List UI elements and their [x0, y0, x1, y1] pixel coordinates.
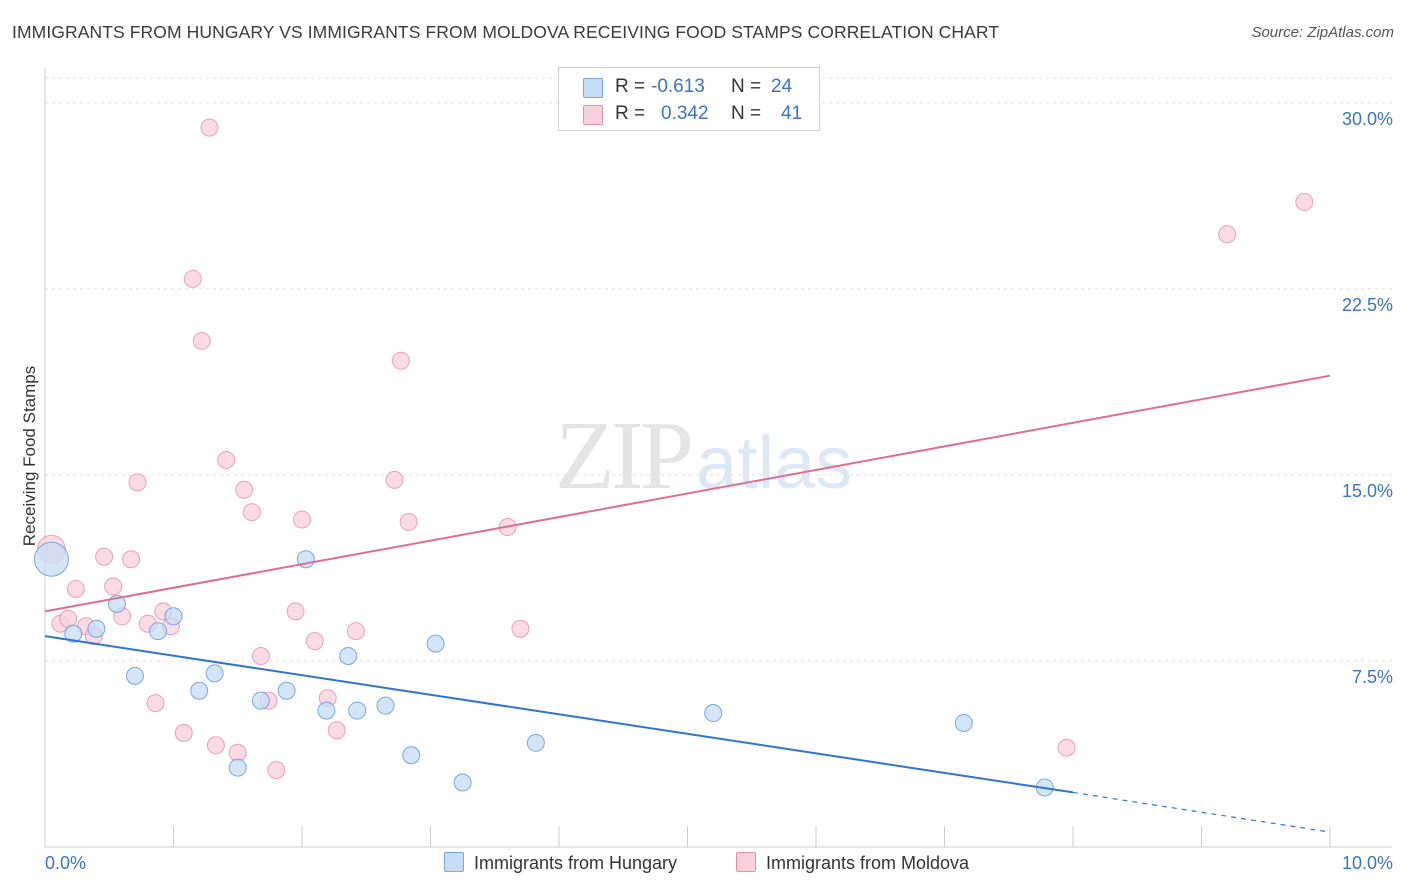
bottom-hungary-swatch	[444, 852, 464, 872]
moldova-point	[66, 580, 85, 599]
hungary-point	[33, 541, 69, 577]
moldova-n-label: N =	[731, 103, 762, 124]
moldova-point	[122, 550, 141, 569]
hungary-point	[190, 681, 209, 700]
bottom-moldova-label: Immigrants from Moldova	[766, 853, 970, 873]
moldova-point	[206, 736, 225, 755]
bottom-legend-moldova: Immigrants from Moldova	[736, 852, 969, 874]
moldova-point	[1218, 225, 1237, 244]
moldova-point	[235, 480, 254, 499]
hungary-point	[426, 634, 445, 653]
moldova-point	[217, 451, 236, 470]
moldova-point	[183, 269, 202, 288]
hungary-point	[402, 746, 421, 765]
hungary-r-label: R =	[615, 76, 646, 97]
moldova-point	[192, 331, 211, 350]
hungary-point	[453, 773, 472, 792]
moldova-point	[95, 547, 114, 566]
hungary-point	[205, 664, 224, 683]
hungary-trendline	[44, 635, 1074, 794]
moldova-point	[200, 118, 219, 137]
hungary-point	[526, 733, 545, 752]
hungary-n-label: N =	[731, 76, 762, 97]
y-tick-label: 22.5%	[1342, 295, 1393, 315]
moldova-point	[146, 694, 165, 713]
moldova-point	[174, 723, 193, 742]
y-tick-label: 7.5%	[1352, 667, 1393, 687]
moldova-point	[399, 513, 418, 532]
x-tick-label: 0.0%	[45, 853, 86, 873]
moldova-r-value: 0.342	[661, 103, 709, 124]
moldova-point	[511, 619, 530, 638]
hungary-n-value: 24	[771, 76, 793, 97]
y-axis-label: Receiving Food Stamps	[20, 365, 39, 547]
moldova-point	[267, 761, 286, 780]
watermark-atlas: atlas	[696, 421, 853, 504]
hungary-point	[704, 704, 723, 723]
hungary-point	[251, 691, 270, 710]
moldova-point	[128, 473, 147, 492]
hungary-point	[954, 713, 973, 732]
hungary-point	[125, 666, 144, 685]
moldova-point	[104, 577, 123, 596]
y-tick-label: 15.0%	[1342, 481, 1393, 501]
moldova-point	[391, 351, 410, 370]
hungary-point	[149, 622, 168, 641]
hungary-point	[348, 701, 367, 720]
hungary-point	[64, 624, 83, 643]
moldova-trendline	[44, 374, 1331, 613]
moldova-point	[251, 646, 270, 665]
moldova-point	[1057, 738, 1076, 757]
moldova-point	[1295, 193, 1314, 212]
watermark-zip: ZIP	[555, 402, 694, 510]
hungary-point	[228, 758, 247, 777]
hungary-point	[376, 696, 395, 715]
correlation-legend: R = -0.613 N = 24 R = 0.342 N = 41	[558, 67, 820, 131]
bottom-hungary-label: Immigrants from Hungary	[474, 853, 678, 873]
moldova-n-value: 41	[781, 103, 803, 124]
moldova-swatch	[583, 105, 603, 125]
hungary-swatch	[583, 78, 603, 98]
y-tick-label: 30.0%	[1342, 109, 1393, 129]
moldova-point	[293, 510, 311, 529]
moldova-point	[242, 503, 261, 522]
moldova-point	[385, 470, 404, 489]
moldova-r-label: R =	[615, 103, 646, 124]
hungary-point	[339, 646, 358, 665]
source-label: Source: ZipAtlas.com	[1251, 24, 1394, 41]
bottom-moldova-swatch	[736, 852, 756, 872]
hungary-point	[164, 607, 183, 626]
moldova-point	[305, 632, 324, 651]
hungary-r-value: -0.613	[651, 76, 705, 97]
moldova-point	[327, 721, 346, 740]
hungary-trendline-extension	[1072, 791, 1331, 833]
hungary-point	[317, 701, 336, 720]
bottom-legend-hungary: Immigrants from Hungary	[444, 852, 677, 874]
moldova-point	[286, 602, 305, 621]
chart-title: IMMIGRANTS FROM HUNGARY VS IMMIGRANTS FR…	[12, 22, 1000, 42]
moldova-point	[346, 622, 365, 641]
watermark: ZIPatlas	[555, 400, 852, 512]
hungary-point	[87, 619, 106, 638]
hungary-point	[277, 681, 296, 700]
x-tick-label: 10.0%	[1342, 853, 1393, 873]
